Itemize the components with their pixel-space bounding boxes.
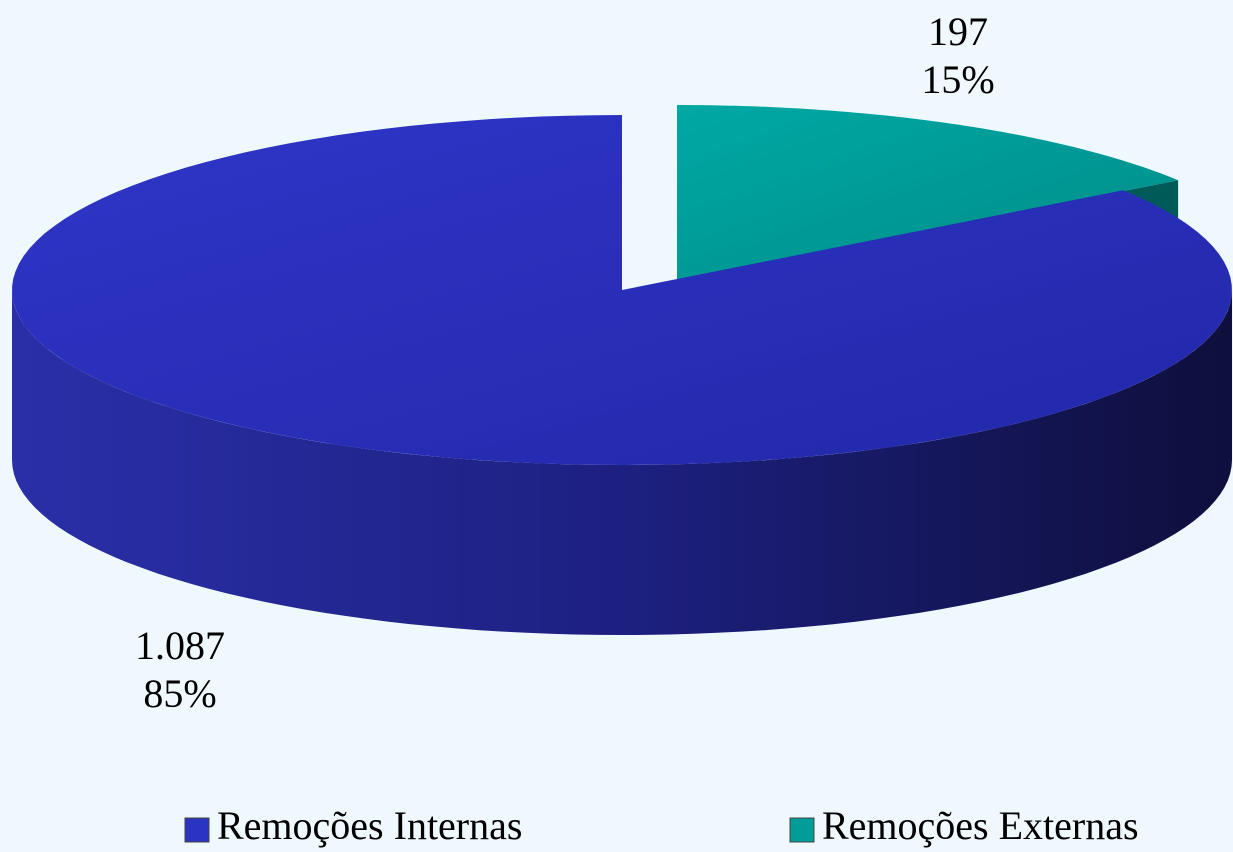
slice-side	[12, 290, 1232, 635]
slice	[12, 115, 1232, 465]
legend-swatch	[789, 817, 815, 843]
value-label: 197	[928, 9, 988, 54]
legend-label: Remoções Internas	[217, 803, 522, 848]
legend-label: Remoções Externas	[822, 803, 1139, 848]
percentage-label: 85%	[143, 671, 216, 716]
percentage-label: 15%	[921, 57, 994, 102]
legend-swatch	[184, 817, 210, 843]
value-label: 1.087	[135, 623, 225, 668]
slice	[677, 105, 1179, 280]
